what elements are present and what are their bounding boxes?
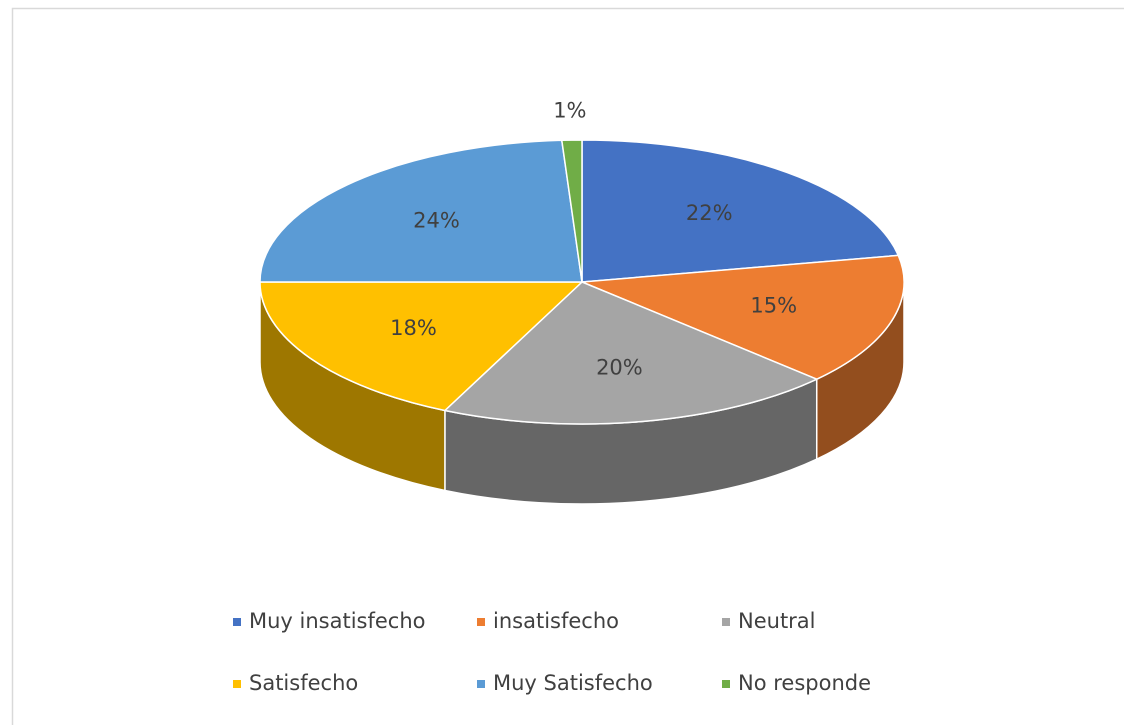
slice (259, 281, 584, 412)
pie-tops (259, 139, 905, 425)
data-label: 22% (686, 201, 733, 225)
legend-swatch (477, 618, 485, 626)
legend-label: insatisfecho (493, 609, 619, 633)
legend-swatch (477, 680, 485, 688)
legend-item: Neutral (722, 609, 816, 633)
data-label: 1% (553, 99, 586, 123)
legend-swatch (233, 618, 241, 626)
slice (259, 139, 583, 283)
slice (581, 254, 905, 381)
legend-swatch (722, 618, 730, 626)
data-label: 24% (413, 209, 460, 233)
legend-swatch (722, 680, 730, 688)
slice (560, 139, 583, 283)
data-label: 18% (390, 316, 437, 340)
legend-label: No responde (738, 671, 871, 695)
legend: Muy insatisfecho insatisfecho Neutral Satis… (233, 609, 871, 695)
legend-label: Neutral (738, 609, 816, 633)
legend-item: insatisfecho (477, 609, 619, 633)
legend-item: Muy insatisfecho (233, 609, 426, 633)
legend-item: Muy Satisfecho (477, 671, 653, 695)
legend-label: Muy Satisfecho (493, 671, 653, 695)
data-label: 15% (750, 294, 797, 318)
legend-label: Muy insatisfecho (249, 609, 426, 633)
slice (581, 139, 900, 283)
legend-swatch (233, 680, 241, 688)
data-labels: 22% 15% 20% 18% 24% 1% (390, 99, 797, 380)
data-label: 20% (596, 355, 643, 379)
legend-label: Satisfecho (249, 671, 358, 695)
slice (443, 281, 819, 425)
legend-item: No responde (722, 671, 871, 695)
legend-item: Satisfecho (233, 671, 358, 695)
